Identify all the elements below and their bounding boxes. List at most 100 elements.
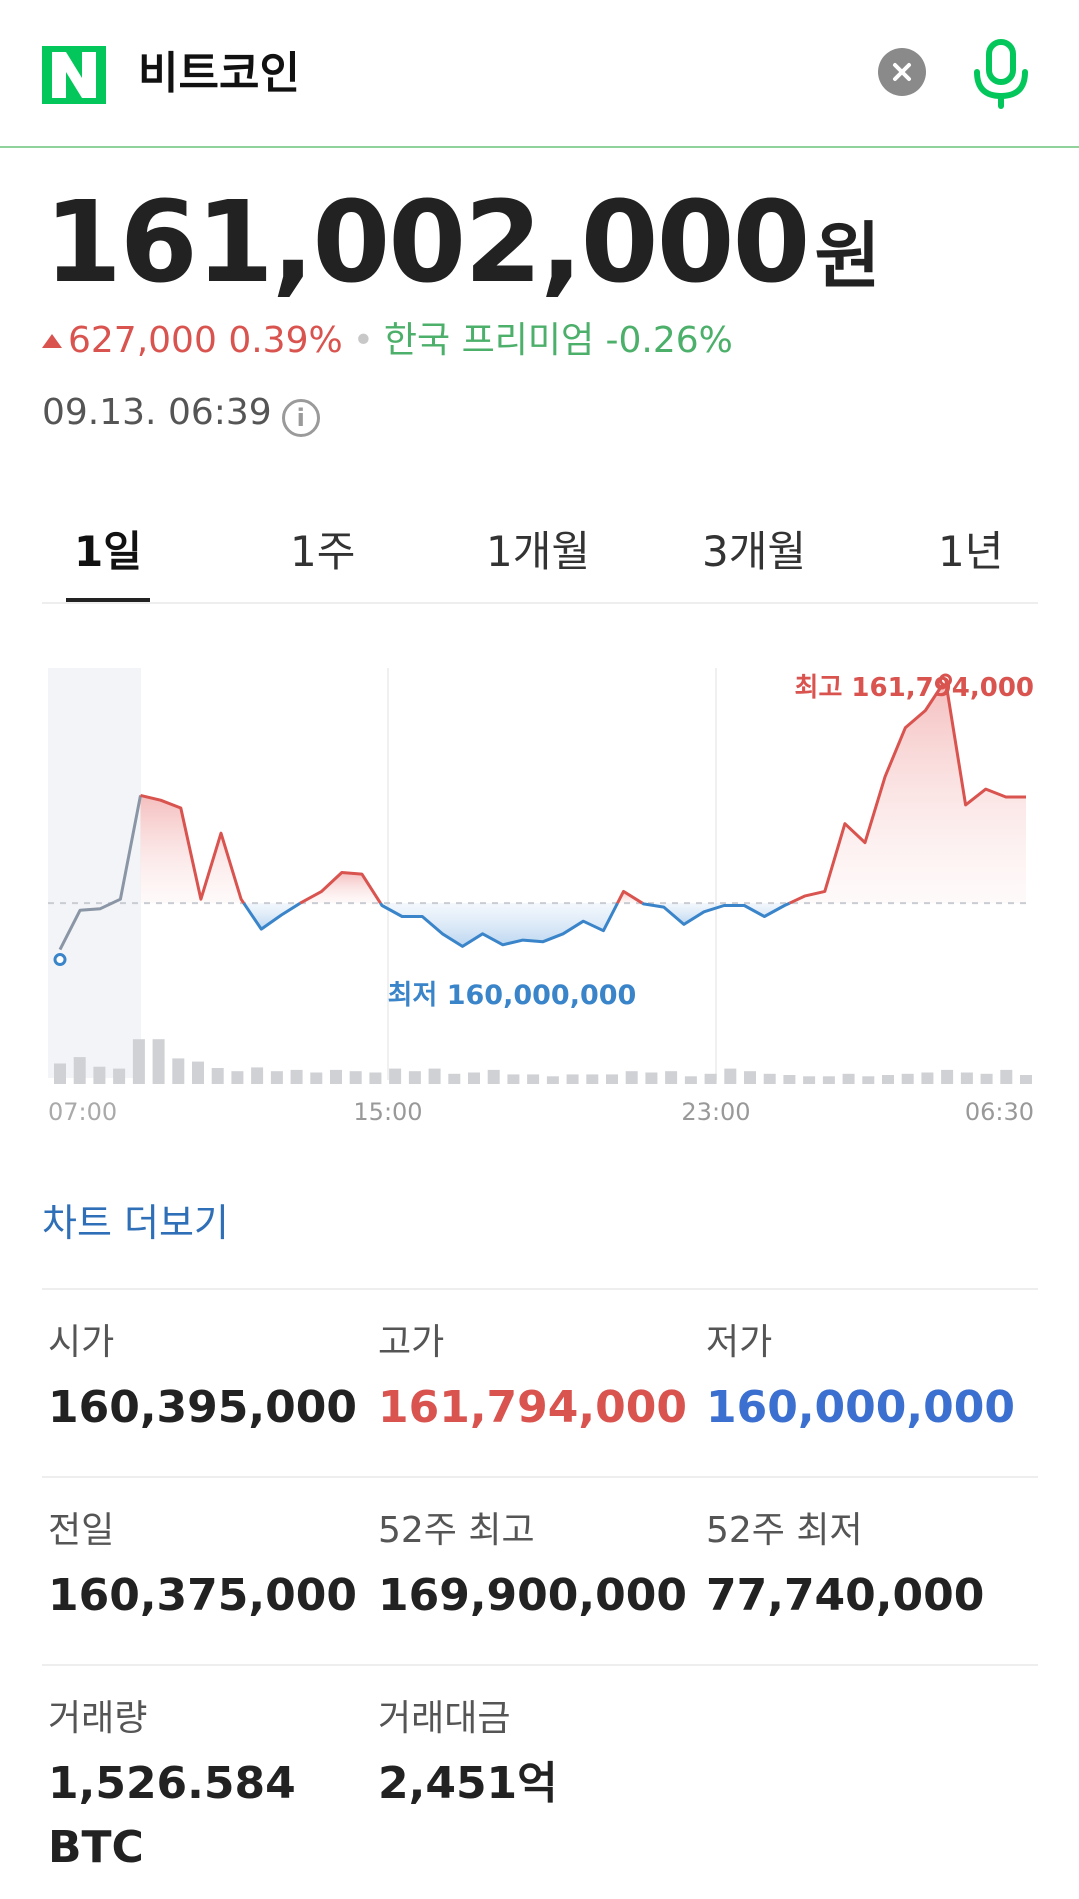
stat-value: 161,794,000 xyxy=(378,1382,687,1433)
price-line-segment xyxy=(58,795,142,951)
price-line-segment xyxy=(299,871,382,905)
search-header: 비트코인 xyxy=(0,0,1079,148)
tab-1day[interactable]: 1일 xyxy=(74,527,142,576)
volume-bar xyxy=(665,1071,678,1084)
volume-bars xyxy=(54,1039,1032,1084)
volume-bar xyxy=(270,1071,283,1084)
volume-bar xyxy=(330,1069,342,1084)
volume-bar xyxy=(980,1073,993,1084)
active-tab-indicator xyxy=(66,598,150,602)
low-label: 최저 160,000,000 xyxy=(388,980,637,1011)
timestamp: 09.13. 06:39 xyxy=(42,392,272,433)
volume-bar xyxy=(310,1072,323,1084)
volume-bar xyxy=(389,1068,402,1084)
volume-bar xyxy=(960,1072,973,1084)
stat-label: 거래량 xyxy=(48,1698,148,1739)
period-tabs: 1일 1주 1개월 3개월 1년 xyxy=(42,510,1038,604)
separator-dot: • xyxy=(352,320,374,361)
korea-premium: 한국 프리미엄 -0.26% xyxy=(383,320,733,361)
stat-label: 전일 xyxy=(48,1510,115,1551)
divider xyxy=(42,1476,1038,1478)
tab-1year[interactable]: 1년 xyxy=(938,527,1004,576)
volume-bar xyxy=(93,1066,106,1084)
price-line xyxy=(58,678,1026,951)
volume-bar xyxy=(369,1072,382,1084)
volume-bar xyxy=(566,1074,579,1084)
stat-trade-amount: 거래대금 2,451억 xyxy=(378,1696,558,1812)
tab-3month[interactable]: 3개월 xyxy=(702,527,807,576)
volume-bar xyxy=(822,1076,835,1084)
stat-label: 시가 xyxy=(48,1322,115,1363)
low-marker xyxy=(53,953,67,967)
volume-bar xyxy=(527,1074,540,1084)
stat-value: 2,451억 xyxy=(378,1758,558,1809)
tab-1week[interactable]: 1주 xyxy=(290,527,356,576)
volume-bar xyxy=(408,1071,421,1084)
stat-52wk-high: 52주 최고 169,900,000 xyxy=(378,1508,687,1624)
stat-label: 고가 xyxy=(378,1322,445,1363)
stat-52wk-low: 52주 최저 77,740,000 xyxy=(706,1508,984,1624)
volume-bar xyxy=(132,1039,145,1084)
stat-low: 저가 160,000,000 xyxy=(706,1320,1015,1436)
search-query[interactable]: 비트코인 xyxy=(138,48,300,99)
volume-bar xyxy=(625,1071,638,1084)
clear-search-button[interactable] xyxy=(878,48,926,96)
x-tick-label: 07:00 xyxy=(48,1098,117,1126)
stat-label: 저가 xyxy=(706,1322,773,1363)
stat-open: 시가 160,395,000 xyxy=(48,1320,357,1436)
volume-bar xyxy=(783,1075,796,1084)
pre-session-band xyxy=(48,668,141,1078)
volume-bar xyxy=(763,1073,776,1084)
volume-bar xyxy=(290,1069,303,1084)
high-marker xyxy=(939,673,952,687)
price-line-segment xyxy=(616,889,644,905)
info-icon[interactable]: i xyxy=(281,399,320,437)
stat-value: 169,900,000 xyxy=(378,1570,687,1621)
volume-bar xyxy=(192,1061,204,1084)
stat-prev-close: 전일 160,375,000 xyxy=(48,1508,357,1624)
volume-bar xyxy=(172,1058,185,1084)
volume-bar xyxy=(744,1071,756,1084)
volume-bar xyxy=(487,1069,500,1084)
volume-bar xyxy=(645,1072,658,1084)
volume-bar xyxy=(113,1068,126,1084)
volume-bar xyxy=(704,1073,717,1084)
volume-bar xyxy=(1000,1069,1013,1084)
divider xyxy=(42,1288,1038,1290)
area-fills xyxy=(140,680,1026,947)
volume-unit: BTC xyxy=(48,1822,144,1873)
price-line-segment xyxy=(379,902,619,948)
volume-bar xyxy=(921,1072,934,1084)
volume-bar xyxy=(862,1076,875,1084)
volume-bar xyxy=(941,1069,954,1084)
volume-bar xyxy=(211,1068,224,1084)
price-change: 627,000 0.39% xyxy=(68,320,343,361)
voice-search-button[interactable] xyxy=(970,38,1032,110)
volume-bar xyxy=(349,1071,362,1084)
price-unit: 원 xyxy=(814,214,881,298)
price-chart[interactable]: 최고 161,794,000 최저 160,000,000 07:00 15:0… xyxy=(0,640,1079,1140)
tab-1month[interactable]: 1개월 xyxy=(486,527,591,576)
stat-label: 52주 최고 xyxy=(378,1510,535,1551)
area-fill xyxy=(300,872,381,904)
high-label: 최고 161,794,000 xyxy=(795,673,1034,703)
stat-value: 160,375,000 xyxy=(48,1570,357,1621)
naver-logo-icon[interactable] xyxy=(42,46,106,104)
price-line-segment xyxy=(242,901,301,931)
price-line-segment xyxy=(641,901,791,926)
volume-bar xyxy=(901,1073,914,1084)
chart-more-link[interactable]: 차트 더보기 xyxy=(42,1201,229,1245)
price-line-segment xyxy=(140,793,246,905)
volume-bar xyxy=(586,1074,599,1084)
volume-bar xyxy=(606,1074,618,1084)
stat-value: 77,740,000 xyxy=(706,1570,985,1621)
volume-bar xyxy=(54,1063,66,1084)
price-change-row: 627,000 0.39% • 한국 프리미엄 -0.26% xyxy=(42,318,733,364)
volume-bar xyxy=(231,1071,244,1084)
up-triangle-icon xyxy=(42,334,62,348)
area-fill xyxy=(140,795,244,904)
divider xyxy=(42,1664,1038,1666)
x-tick-label: 23:00 xyxy=(681,1098,750,1126)
volume-bar xyxy=(251,1067,264,1084)
volume-bar xyxy=(468,1072,480,1084)
